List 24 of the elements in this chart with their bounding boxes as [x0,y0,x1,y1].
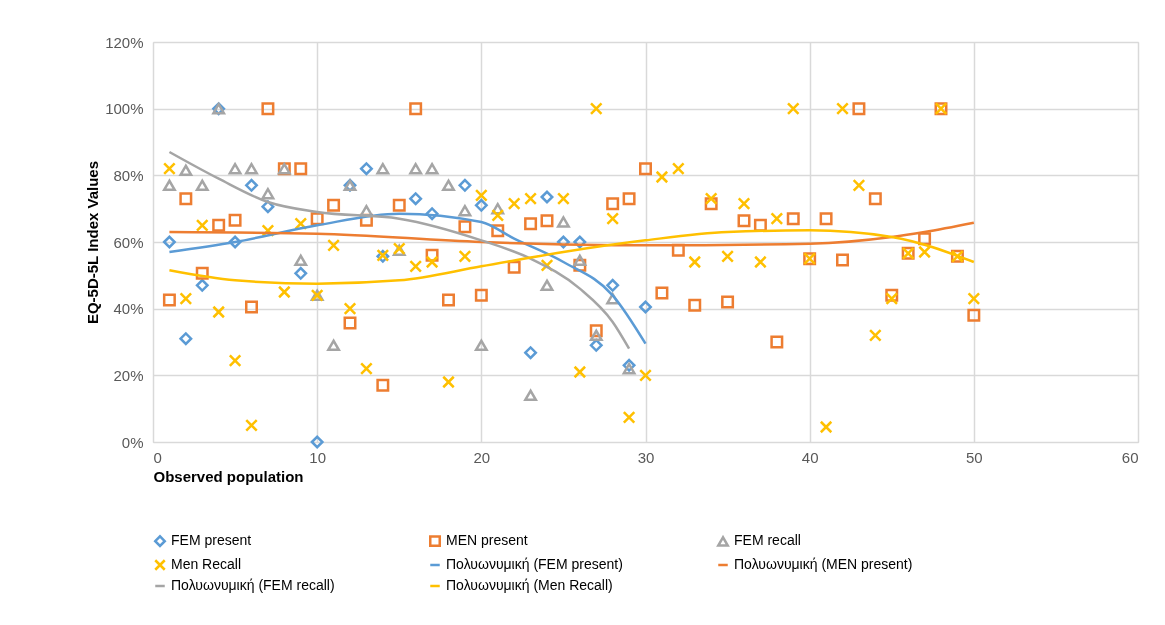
x-tick-label: 60 [1121,448,1139,466]
y-axis-title: EQ-5D-5L Index Values [84,160,102,325]
y-tick-label: 60% [113,233,144,251]
x-tick-label: 0 [153,448,162,466]
y-tick-label: 0% [121,433,144,451]
y-tick-label: 120% [105,33,144,51]
x-tick-label: 30 [637,448,655,466]
legend-label: Men Recall [171,556,242,572]
y-tick-label: 100% [105,100,144,118]
legend-label: MEN present [446,532,528,549]
x-axis-title: Observed population [153,467,304,485]
legend-label: Πολυωνυμική (Men Recall) [446,577,613,593]
x-tick-label: 10 [309,448,327,466]
x-tick-label: 40 [801,448,819,466]
y-tick-label: 80% [113,166,144,184]
legend-label: FEM present [171,532,252,549]
legend-label: Πολυωνυμική (FEM recall) [171,577,335,593]
y-tick-label: 40% [113,300,144,318]
legend-label: Πολυωνυμική (FEM present) [446,556,623,572]
y-tick-label: 20% [113,366,144,384]
legend-label: Πολυωνυμική (MEN present) [734,556,913,572]
legend-label: FEM recall [734,532,801,549]
x-tick-label: 50 [965,448,983,466]
x-tick-label: 20 [473,448,491,466]
